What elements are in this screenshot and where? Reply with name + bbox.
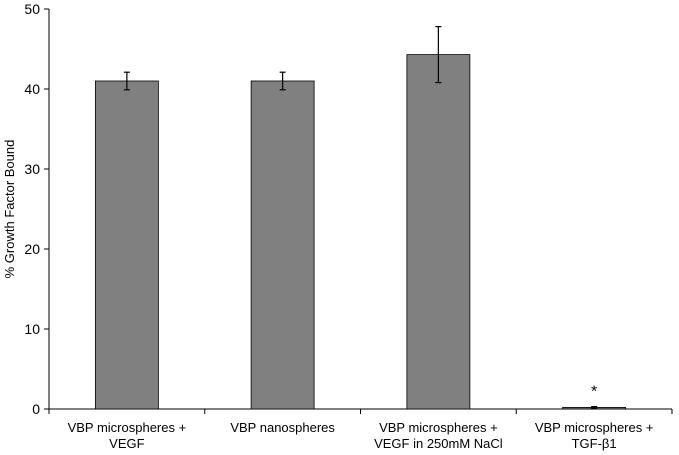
x-category-label: VBP microspheres + (535, 420, 654, 435)
x-category-label: VBP microspheres + (379, 420, 498, 435)
y-tick-label: 20 (24, 241, 40, 257)
x-category-label: VBP microspheres + (68, 420, 187, 435)
bar (406, 54, 471, 410)
significance-asterisk: * (591, 384, 597, 401)
x-category-label: VBP nanospheres (230, 420, 335, 435)
bar (94, 80, 159, 410)
x-category-label: VEGF (109, 436, 144, 451)
y-tick-label: 0 (32, 401, 40, 417)
y-axis-title: % Growth Factor Bound (2, 140, 17, 279)
y-tick-label: 30 (24, 161, 40, 177)
x-category-label: TGF-β1 (572, 436, 617, 451)
y-tick-label: 10 (24, 321, 40, 337)
x-category-label: VEGF in 250mM NaCl (374, 436, 503, 451)
bar (250, 80, 315, 410)
y-tick-label: 50 (24, 1, 40, 17)
y-tick-label: 40 (24, 81, 40, 97)
